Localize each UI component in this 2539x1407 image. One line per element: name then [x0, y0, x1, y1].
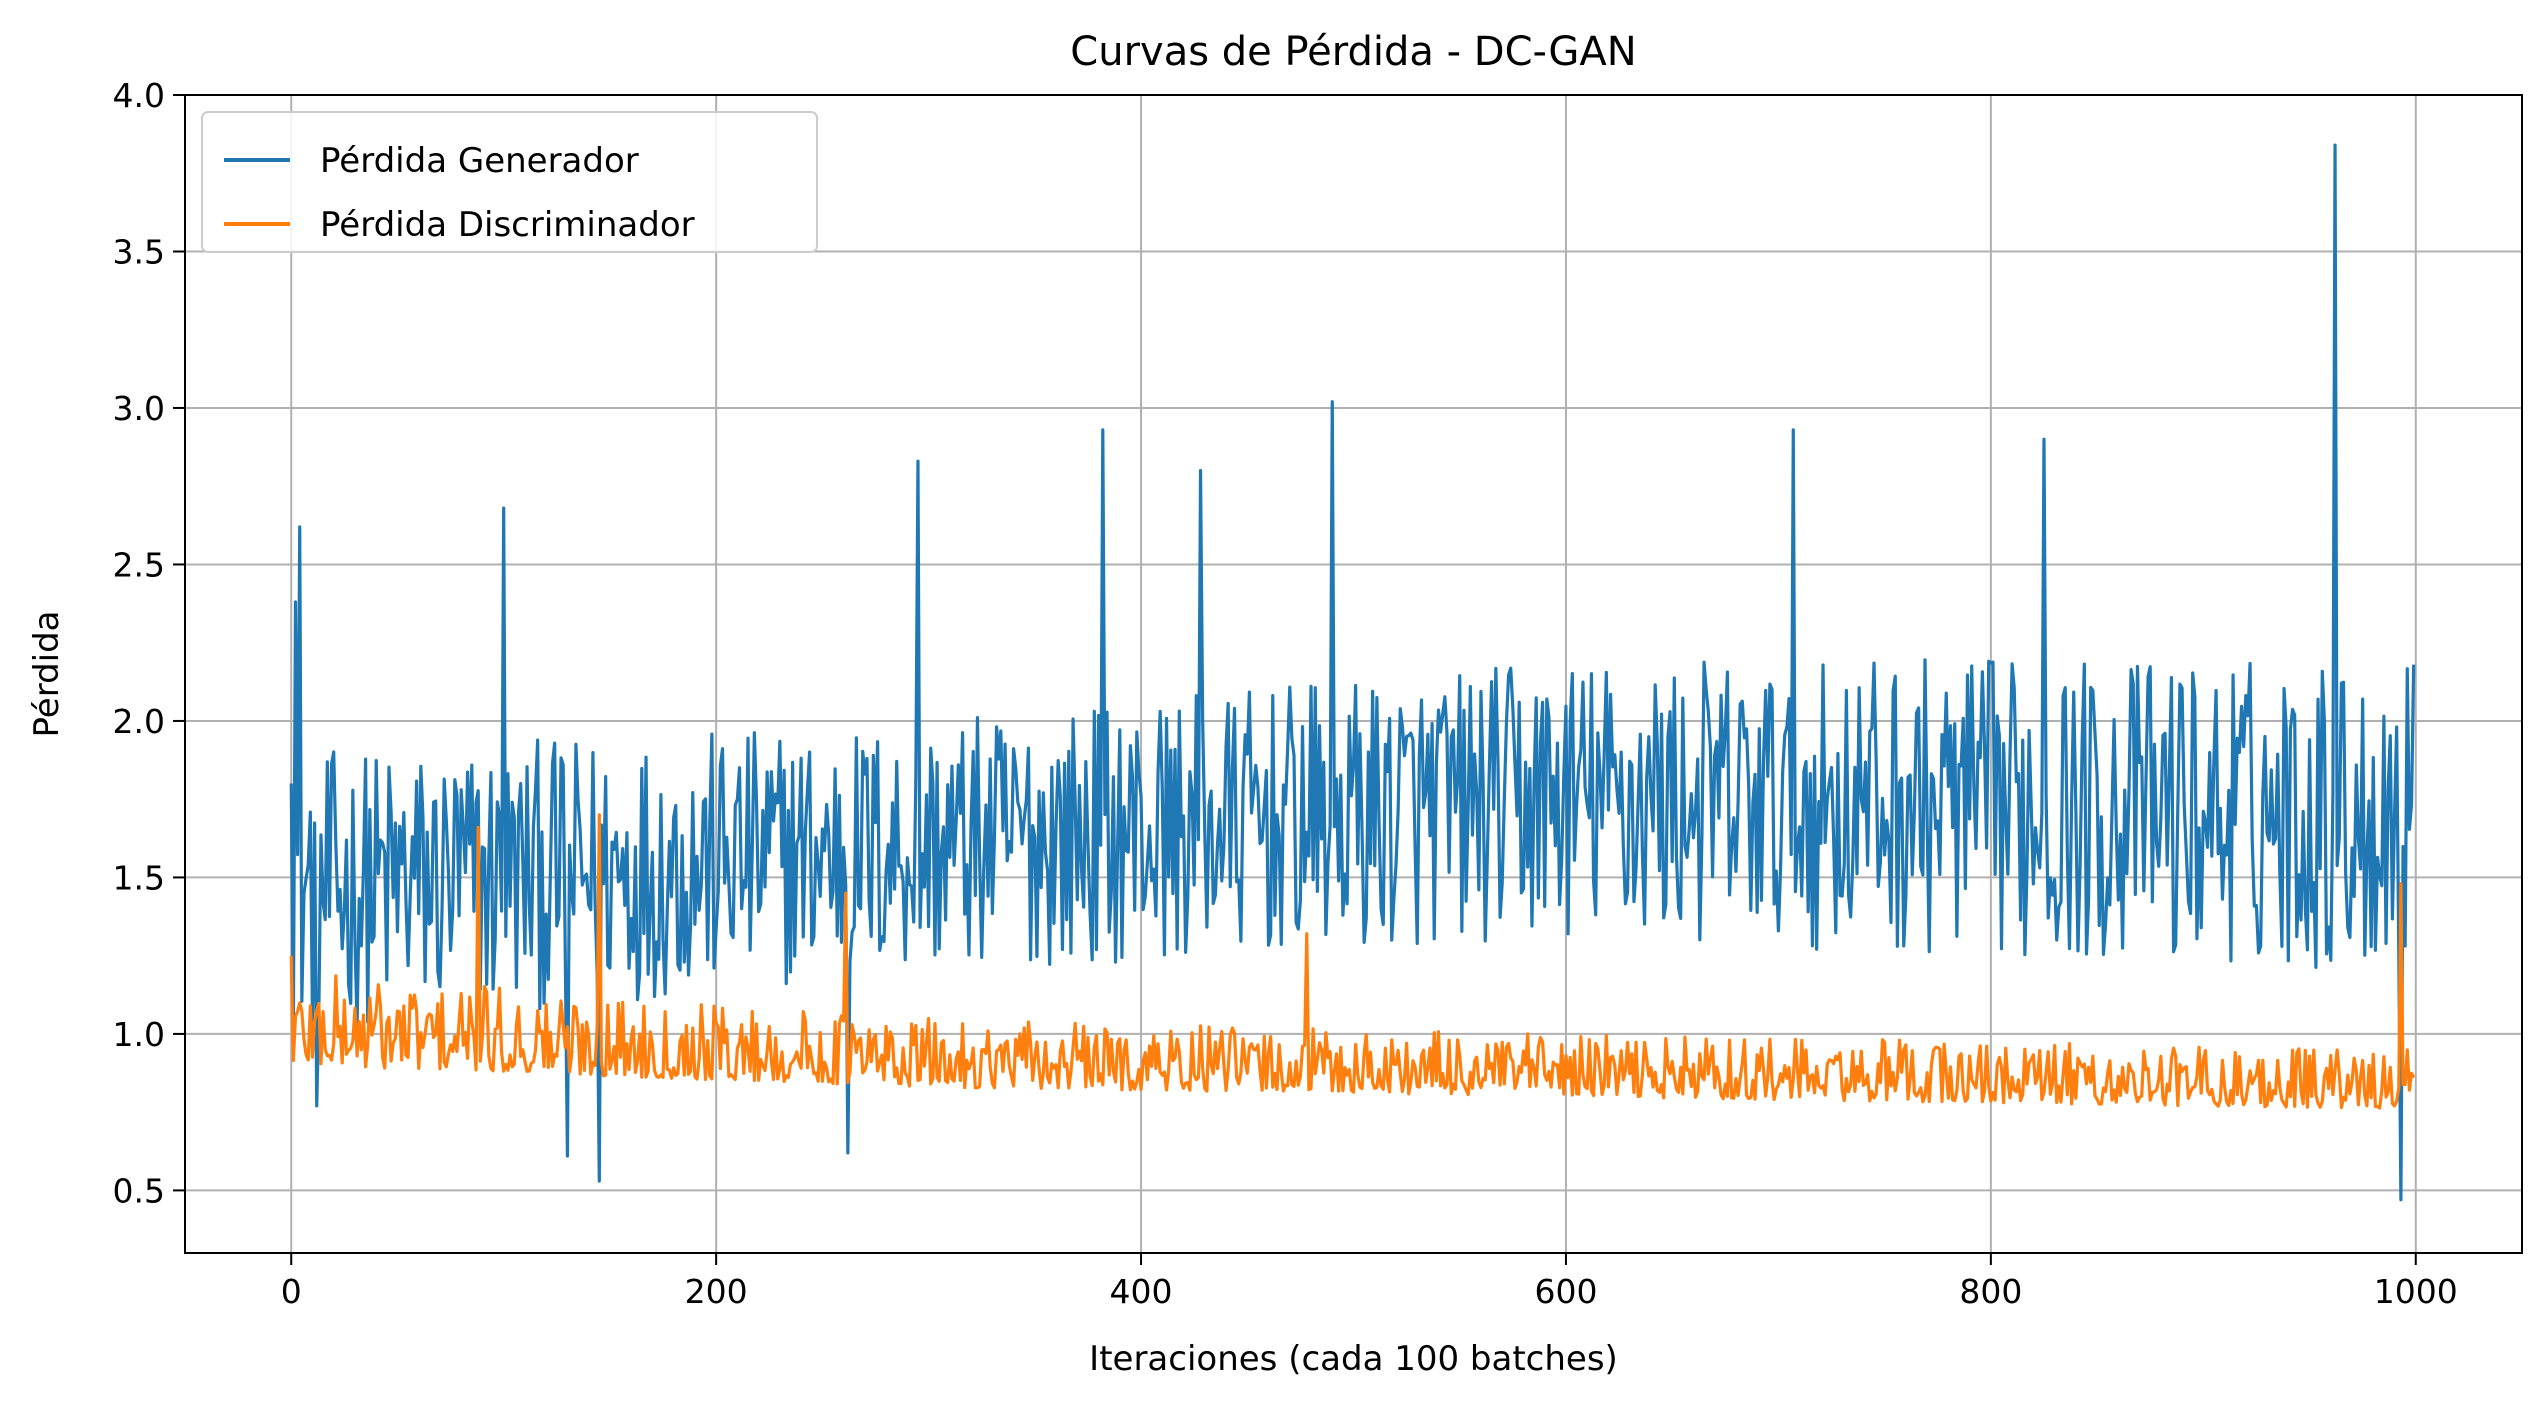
axis-ticks: 0 200 400 600 800 1000 0.5 1.0 1.5 2.0 2.5 3.0 3.5 4.… [113, 76, 2458, 1311]
y-tick-label: 3.0 [113, 389, 165, 428]
y-tick-label: 2.5 [113, 545, 165, 584]
x-tick-label: 600 [1534, 1272, 1597, 1311]
y-tick-label: 2.0 [113, 702, 165, 741]
y-tick-label: 4.0 [113, 76, 165, 115]
y-tick-label: 1.0 [113, 1015, 165, 1054]
series-line-1 [289, 813, 2416, 1110]
y-tick-label: 0.5 [113, 1171, 165, 1210]
x-tick-label: 0 [281, 1272, 302, 1311]
plot-frame [184, 94, 2523, 1254]
y-tick-label: 3.5 [113, 232, 165, 271]
series-lines [289, 143, 2416, 1202]
legend-label: Pérdida Discriminador [320, 205, 695, 245]
y-tick-label: 1.5 [113, 858, 165, 897]
y-axis-label: Pérdida [27, 610, 67, 737]
legend-label: Pérdida Generador [320, 141, 639, 181]
x-tick-label: 1000 [2374, 1272, 2458, 1311]
x-axis-label: Iteraciones (cada 100 batches) [1089, 1339, 1618, 1379]
legend-box [201, 111, 818, 253]
chart-title: Curvas de Pérdida - DC-GAN [1070, 29, 1636, 75]
x-tick-label: 400 [1110, 1272, 1173, 1311]
series-line-0 [289, 143, 2416, 1202]
legend: Pérdida Generador Pérdida Discriminador [201, 111, 818, 253]
x-tick-label: 800 [1959, 1272, 2022, 1311]
x-tick-label: 200 [685, 1272, 748, 1311]
